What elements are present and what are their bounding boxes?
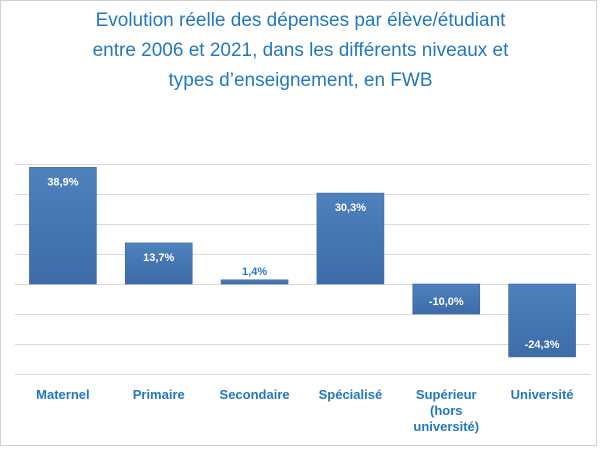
category-label: Secondaire bbox=[220, 387, 290, 402]
category-label: université) bbox=[413, 419, 479, 434]
chart-title-line: entre 2006 et 2021, dans les différents … bbox=[92, 40, 509, 61]
category-label: Primaire bbox=[133, 387, 185, 402]
category-label: Spécialisé bbox=[319, 387, 383, 402]
data-label: 30,3% bbox=[335, 202, 366, 214]
category-label: Maternel bbox=[36, 387, 89, 402]
data-label: -10,0% bbox=[429, 296, 464, 308]
bar bbox=[316, 192, 385, 285]
data-label: 1,4% bbox=[242, 266, 267, 278]
bar bbox=[412, 283, 481, 315]
data-label: -24,3% bbox=[525, 339, 560, 351]
data-label: 13,7% bbox=[143, 252, 174, 264]
chart-title: Evolution réelle des dépenses par élève/… bbox=[0, 6, 601, 96]
chart-title-line: types d’enseignement, en FWB bbox=[168, 70, 433, 91]
category-label: Supérieur bbox=[416, 387, 477, 402]
category-label: (hors bbox=[430, 403, 463, 418]
data-label: 38,9% bbox=[47, 176, 78, 188]
bar bbox=[220, 279, 289, 285]
bar bbox=[508, 283, 576, 358]
bar bbox=[29, 167, 97, 285]
bar bbox=[124, 242, 193, 285]
chart-title-line: Evolution réelle des dépenses par élève/… bbox=[95, 10, 506, 31]
category-label: Université bbox=[511, 387, 574, 402]
